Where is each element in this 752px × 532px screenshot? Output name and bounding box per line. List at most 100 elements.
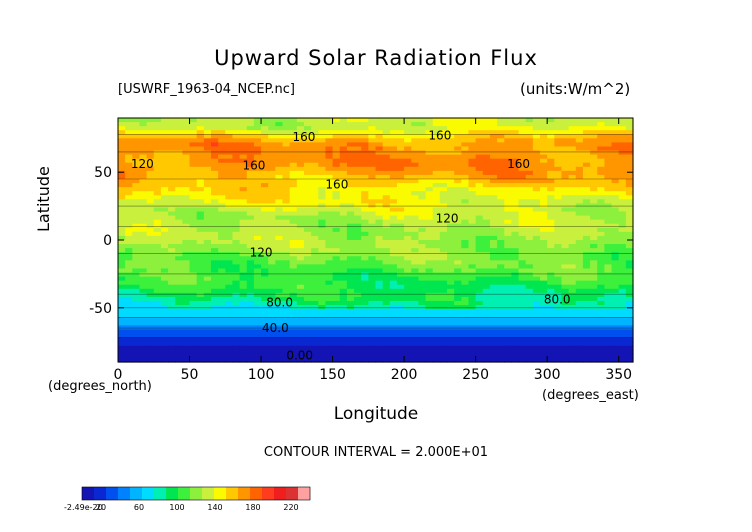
heatmap-cell — [339, 227, 348, 233]
heatmap-cell — [118, 264, 126, 270]
heatmap-cell — [389, 170, 398, 176]
heatmap-cell — [289, 296, 298, 302]
heatmap-cell — [618, 292, 627, 298]
heatmap-cell — [153, 272, 162, 278]
heatmap-cell — [368, 179, 377, 184]
heatmap-cell — [253, 191, 262, 196]
heatmap-cell — [468, 211, 477, 217]
heatmap-cell — [225, 154, 234, 160]
heatmap-cell — [432, 325, 441, 331]
heatmap-cell — [418, 264, 427, 270]
heatmap-cell — [261, 268, 269, 274]
heatmap-cell — [375, 256, 384, 261]
heatmap-cell — [153, 292, 162, 298]
heatmap-cell — [132, 187, 141, 192]
heatmap-cell — [168, 142, 176, 148]
heatmap-cell — [375, 341, 384, 347]
heatmap-cell — [625, 309, 634, 314]
heatmap-cell — [160, 231, 169, 237]
heatmap-cell — [447, 329, 455, 335]
heatmap-cell — [289, 162, 298, 168]
heatmap-cell — [282, 223, 291, 229]
heatmap-cell — [239, 223, 248, 229]
heatmap-cell — [339, 207, 348, 213]
heatmap-cell — [418, 195, 427, 200]
heatmap-cell — [253, 118, 262, 123]
heatmap-cell — [168, 203, 176, 209]
heatmap-cell — [346, 146, 355, 152]
heatmap-cell — [475, 166, 484, 172]
heatmap-cell — [210, 211, 219, 217]
heatmap-cell — [389, 138, 398, 143]
heatmap-cell — [389, 301, 398, 306]
heatmap-cell — [239, 126, 248, 131]
heatmap-cell — [518, 240, 527, 245]
heatmap-cell — [511, 301, 520, 306]
heatmap-cell — [554, 191, 563, 196]
heatmap-cell — [611, 146, 620, 152]
heatmap-cell — [597, 325, 605, 331]
heatmap-cell — [611, 337, 620, 343]
heatmap-cell — [389, 183, 398, 188]
heatmap-cell — [396, 166, 405, 172]
heatmap-cell — [454, 313, 462, 318]
heatmap-cell — [125, 345, 133, 351]
heatmap-cell — [625, 264, 634, 270]
heatmap-cell — [418, 268, 427, 274]
heatmap-cell — [282, 138, 291, 143]
heatmap-cell — [132, 313, 141, 318]
heatmap-cell — [461, 211, 470, 217]
heatmap-cell — [210, 329, 219, 335]
heatmap-cell — [146, 337, 155, 343]
heatmap-cell — [597, 183, 605, 188]
heatmap-cell — [525, 203, 534, 209]
heatmap-cell — [146, 284, 155, 290]
heatmap-cell — [253, 341, 262, 347]
heatmap-cell — [182, 134, 191, 139]
heatmap-cell — [439, 252, 448, 257]
heatmap-cell — [296, 317, 305, 322]
heatmap-cell — [311, 215, 319, 221]
heatmap-cell — [411, 313, 420, 318]
heatmap-cell — [554, 345, 563, 351]
heatmap-cell — [611, 191, 620, 196]
heatmap-cell — [604, 288, 613, 294]
heatmap-cell — [447, 301, 455, 306]
heatmap-cell — [432, 142, 441, 148]
heatmap-cell — [432, 264, 441, 270]
heatmap-cell — [504, 191, 513, 196]
heatmap-cell — [318, 219, 327, 225]
heatmap-cell — [475, 211, 484, 217]
heatmap-cell — [518, 195, 527, 200]
heatmap-cell — [511, 158, 520, 164]
heatmap-cell — [118, 353, 126, 359]
heatmap-cell — [203, 337, 212, 343]
heatmap-cell — [132, 309, 141, 314]
heatmap-cell — [575, 329, 584, 335]
heatmap-cell — [575, 313, 584, 318]
heatmap-cell — [447, 341, 455, 347]
heatmap-cell — [625, 357, 634, 363]
heatmap-cell — [318, 337, 327, 343]
heatmap-cell — [411, 174, 420, 180]
heatmap-cell — [203, 179, 212, 184]
heatmap-cell — [575, 268, 584, 274]
heatmap-cell — [389, 353, 398, 359]
heatmap-cell — [139, 321, 148, 326]
heatmap-cell — [175, 321, 183, 326]
heatmap-cell — [289, 211, 298, 217]
heatmap-cell — [547, 313, 555, 318]
heatmap-cell — [268, 203, 276, 209]
heatmap-cell — [139, 313, 148, 318]
heatmap-cell — [432, 329, 441, 335]
heatmap-cell — [604, 305, 613, 310]
heatmap-cell — [461, 223, 470, 229]
heatmap-cell — [382, 292, 391, 298]
heatmap-cell — [232, 191, 241, 196]
heatmap-cell — [439, 223, 448, 229]
heatmap-cell — [611, 174, 620, 180]
heatmap-cell — [196, 187, 205, 192]
heatmap-cell — [261, 170, 269, 176]
heatmap-cell — [168, 345, 176, 351]
heatmap-cell — [625, 203, 634, 209]
